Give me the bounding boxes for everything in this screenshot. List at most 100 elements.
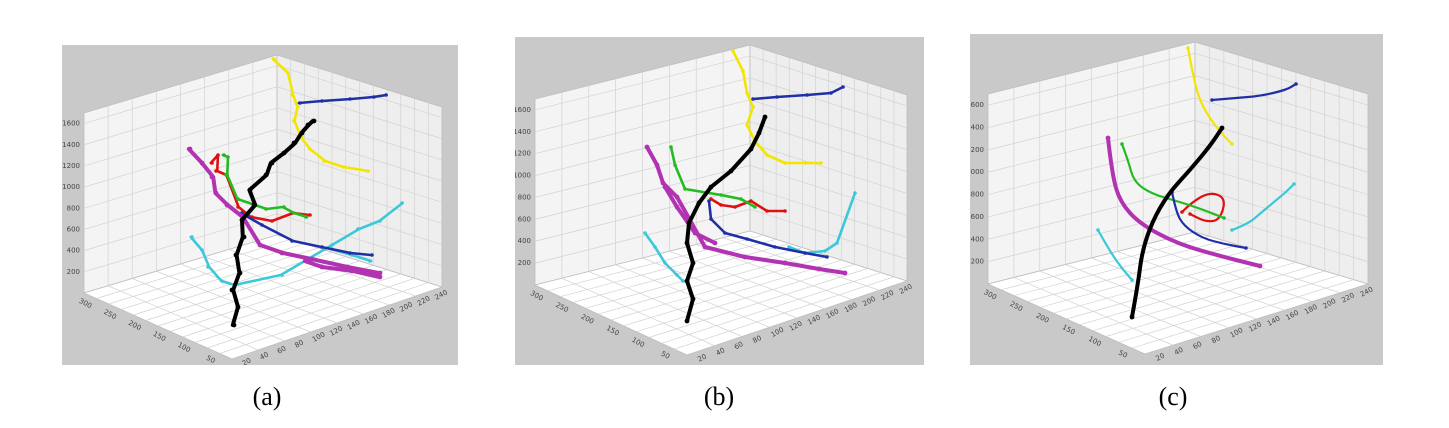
trajectory-point <box>783 209 787 213</box>
trajectory-point <box>643 231 647 235</box>
z-tick-label: 800 <box>971 191 984 199</box>
trajectory-point <box>719 193 723 197</box>
trajectory-point <box>674 194 680 200</box>
trajectory-point <box>224 173 228 177</box>
z-tick-label: 400 <box>971 235 984 243</box>
x-tick-label: 20 <box>241 357 253 365</box>
caption-a: (a) <box>252 382 282 411</box>
x-tick-label: 100 <box>311 330 327 343</box>
trajectory-point <box>749 199 753 203</box>
x-tick-label: 120 <box>788 320 804 333</box>
trajectory-point <box>681 279 685 283</box>
z-tick-label: 1400 <box>62 141 80 149</box>
trajectory-point <box>264 207 268 211</box>
x-tick-label: 200 <box>398 300 414 313</box>
trajectory-point <box>233 252 239 258</box>
trajectory-point <box>1244 246 1248 250</box>
trajectory-point <box>1180 210 1184 214</box>
trajectory-yellow <box>731 49 823 165</box>
trajectory-point <box>384 93 388 97</box>
x-tick-label: 220 <box>416 294 432 307</box>
trajectory-point <box>292 211 296 215</box>
trajectory-point <box>236 205 240 209</box>
trajectory-point <box>690 260 696 266</box>
trajectory-point <box>745 237 749 241</box>
x-tick-label: 20 <box>696 352 708 363</box>
trajectory-point <box>683 187 687 191</box>
caption-b: (b) <box>703 382 735 411</box>
trajectory-point <box>684 278 690 284</box>
y-tick-label: 50 <box>660 350 672 361</box>
y-tick-label: 300 <box>78 297 94 310</box>
z-tick-label: 1600 <box>515 106 531 114</box>
trajectory-line <box>709 197 787 213</box>
trajectory-point <box>308 213 312 217</box>
trajectory-point <box>309 256 315 262</box>
y-tick-label: 100 <box>1087 335 1103 348</box>
z-tick-label: 1600 <box>970 101 984 109</box>
trajectory-point <box>684 240 690 246</box>
x-tick-label: 240 <box>433 288 449 301</box>
trajectory-point <box>348 251 352 255</box>
trajectory-point <box>366 169 370 173</box>
trajectory-point <box>290 239 294 243</box>
x-tick-label: 80 <box>751 334 763 345</box>
y-tick-label: 200 <box>580 313 596 326</box>
trajectory-magenta <box>302 258 383 280</box>
x-tick-label: 80 <box>1210 334 1222 345</box>
trajectory-point <box>320 99 324 103</box>
trajectory-point <box>816 266 822 272</box>
z-tick-label: 800 <box>518 193 531 201</box>
trajectory-point <box>286 71 290 75</box>
trajectory-point <box>257 242 263 248</box>
trajectory-point <box>841 85 845 89</box>
trajectory-point <box>372 95 376 99</box>
floor <box>533 230 909 356</box>
trajectory-point <box>709 217 713 221</box>
trajectory-point <box>279 250 285 256</box>
x-tick-label: 100 <box>1229 326 1245 339</box>
z-tick-label: 1000 <box>62 183 80 191</box>
trajectory-point <box>748 146 754 152</box>
trajectory-point <box>199 160 205 166</box>
trajectory-line <box>302 259 382 279</box>
trajectory-point <box>400 201 404 205</box>
trajectory-point <box>803 161 807 165</box>
y-tick-label: 300 <box>529 289 545 302</box>
trajectory-point <box>269 160 275 166</box>
z-tick-label: 600 <box>67 225 80 233</box>
trajectory-point <box>1230 228 1234 232</box>
trajectory-blue <box>297 93 388 105</box>
z-tick-label: 200 <box>518 259 531 267</box>
trajectory-point <box>782 260 788 266</box>
trajectory-point <box>241 234 247 240</box>
x-tick-label: 220 <box>880 289 896 302</box>
grid <box>534 49 908 350</box>
trajectory-point <box>377 270 383 276</box>
x-tick-label: 240 <box>1359 285 1375 298</box>
trajectory-point <box>237 270 243 276</box>
trajectory-point <box>745 91 749 95</box>
trajectory-point <box>829 91 833 95</box>
trajectory-point <box>299 130 305 136</box>
trajectory-blue <box>707 199 829 259</box>
trajectory-magenta <box>1105 135 1263 269</box>
x-tick-label: 60 <box>276 345 288 356</box>
trajectory-point <box>1129 314 1135 320</box>
trajectory-point <box>853 191 857 195</box>
trajectory-line <box>230 119 315 327</box>
trajectory-point <box>311 118 317 124</box>
trajectory-point <box>762 114 768 120</box>
trajectory-point <box>370 253 374 257</box>
trajectory-point <box>348 97 352 101</box>
trajectory-blue <box>1210 82 1298 102</box>
trajectory-point <box>675 273 679 277</box>
trajectory-cyan <box>1230 182 1296 232</box>
trajectory-point <box>291 140 297 146</box>
x-tick-label: 200 <box>1322 297 1338 310</box>
z-tick-label: 600 <box>971 213 984 221</box>
trajectory-point <box>320 245 324 249</box>
trajectory-point <box>663 261 667 265</box>
trajectory-point <box>669 145 673 149</box>
z-tick-label: 400 <box>67 247 80 255</box>
